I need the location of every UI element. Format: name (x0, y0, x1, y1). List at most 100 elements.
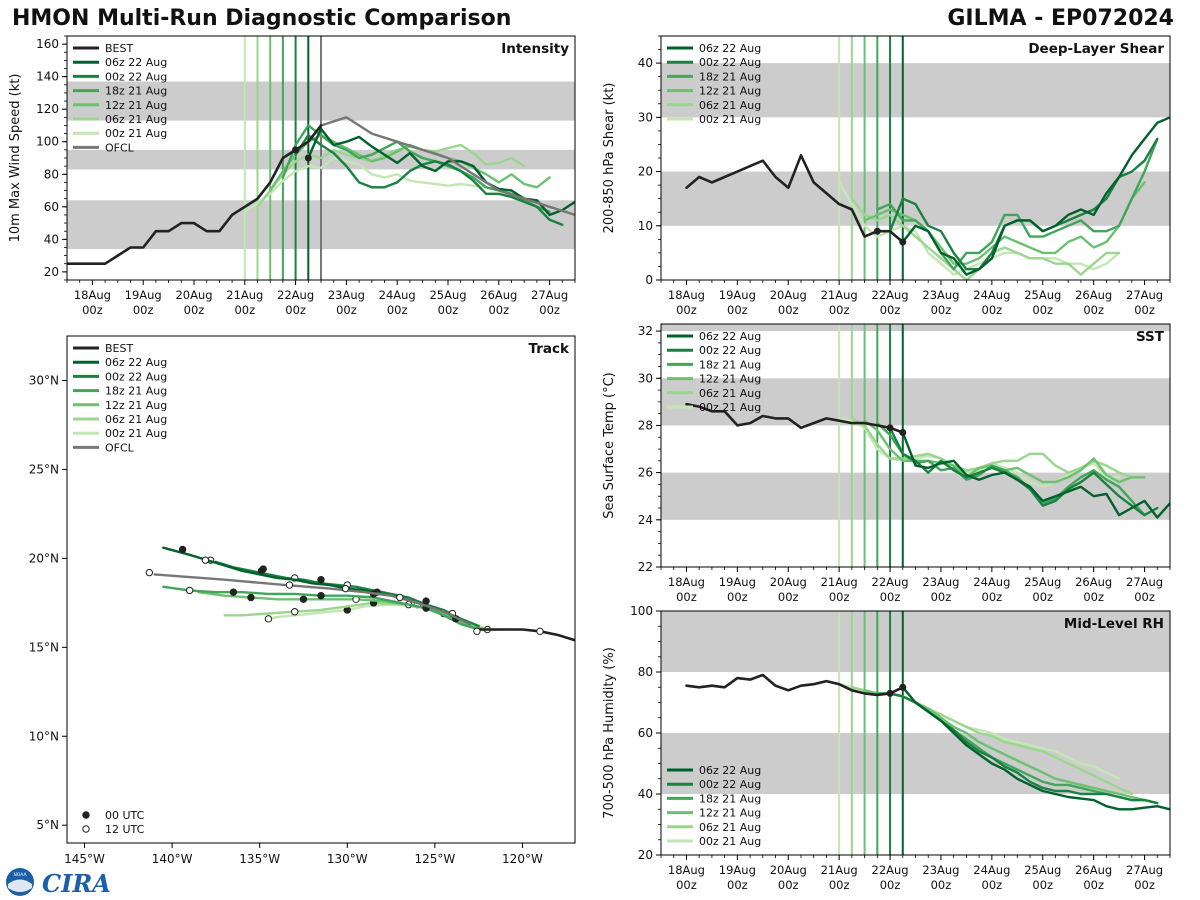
track-xtick-label: 120°W (502, 852, 543, 866)
intensity-ytick-label: 120 (36, 102, 59, 116)
intensity-plot-area (67, 36, 575, 280)
sst-xtick-label: 23Aug (922, 575, 959, 589)
shear-xtick-label: 00z (931, 303, 952, 317)
rh-xtick-label: 26Aug (1075, 863, 1112, 877)
rh-xtick-label: 00z (880, 878, 901, 892)
sst-xtick-label: 00z (1083, 590, 1104, 604)
sst-legend-label: 00z 22 Aug (699, 344, 761, 357)
track-legend-label: 06z 21 Aug (105, 413, 167, 426)
shear-xtick-label: 26Aug (1075, 288, 1112, 302)
rh-xtick-label: 00z (778, 878, 799, 892)
intensity-xtick-label: 00z (539, 303, 560, 317)
rh-legend-label: 12z 21 Aug (699, 807, 761, 820)
intensity-legend-label: OFCL (105, 141, 135, 154)
track-plot-area (145, 545, 575, 642)
rh-xtick-label: 20Aug (770, 863, 807, 877)
track-xtick-label: 130°W (327, 852, 368, 866)
track-chart: 5°N 10°N 15°N 20°N 25°N 30°N 145°W 140°W 135°W 13… (29, 335, 576, 866)
noaa-logo-text: NOAA (13, 872, 27, 878)
intensity-xtick-label: 24Aug (379, 288, 416, 302)
rh-xtick-label: 27Aug (1126, 863, 1163, 877)
sst-ytick-label: 22 (638, 560, 653, 574)
track-axes-frame (66, 335, 576, 844)
intensity-xtick-label: 00z (438, 303, 459, 317)
shear-xtick-label: 18Aug (668, 288, 705, 302)
shear-xtick-label: 00z (727, 303, 748, 317)
intensity-xtick-label: 00z (488, 303, 509, 317)
sst-legend-label: 12z 21 Aug (699, 373, 761, 386)
intensity-xtick-label: 19Aug (125, 288, 162, 302)
sst-plot-area (661, 324, 1170, 567)
track-xtick-label: 140°W (152, 852, 193, 866)
intensity-series-line (256, 143, 526, 209)
intensity-chart: 2040608010012014016018Aug00z19Aug00z20Au… (8, 35, 576, 317)
sst-threshold-band (661, 378, 1170, 426)
track-legend-label: 18z 21 Aug (105, 385, 167, 398)
track-panel-title: Track (529, 341, 570, 357)
track-track-point (201, 556, 210, 564)
intensity-legend-label: 06z 21 Aug (105, 113, 167, 126)
intensity-xtick-label: 18Aug (74, 288, 111, 302)
shear-ytick-label: 40 (638, 56, 653, 70)
track-track-point (422, 597, 430, 605)
intensity-xtick-label: 26Aug (480, 288, 517, 302)
shear-legend-label: 00z 22 Aug (699, 56, 761, 69)
rh-ytick-label: 60 (638, 726, 653, 740)
intensity-ytick-label: 80 (44, 167, 59, 181)
rh-xtick-label: 18Aug (668, 863, 705, 877)
track-track-point (317, 592, 325, 600)
shear-xtick-label: 22Aug (872, 288, 909, 302)
rh-xtick-label: 23Aug (922, 863, 959, 877)
track-xtick-label: 145°W (64, 852, 105, 866)
intensity-legend-label: 00z 22 Aug (105, 70, 167, 83)
track-marker-legend-label: 12 UTC (105, 823, 145, 836)
shear-legend-label: 12z 21 Aug (699, 85, 761, 98)
track-xtick-label: 135°W (239, 852, 280, 866)
shear-xtick-label: 23Aug (922, 288, 959, 302)
intensity-legend-label: 18z 21 Aug (105, 85, 167, 98)
track-ytick-label: 15°N (29, 640, 59, 654)
storm-id: GILMA - EP072024 (947, 6, 1174, 31)
shear-xtick-label: 00z (676, 303, 697, 317)
track-legend-label: 00z 21 Aug (105, 427, 167, 440)
rh-xtick-label: 00z (1032, 878, 1053, 892)
intensity-series-line (67, 124, 323, 266)
intensity-xtick-label: 25Aug (429, 288, 466, 302)
shear-plot-area (661, 36, 1170, 280)
sst-xtick-label: 21Aug (821, 575, 858, 589)
rh-ytick-label: 40 (638, 787, 653, 801)
intensity-legend-label: BEST (105, 42, 133, 55)
rh-xtick-label: 00z (1134, 878, 1155, 892)
shear-xtick-label: 19Aug (719, 288, 756, 302)
rh-legend-label: 00z 21 Aug (699, 835, 761, 848)
track-legend-label: BEST (105, 342, 133, 355)
sst-xtick-label: 22Aug (872, 575, 909, 589)
sst-xtick-label: 00z (829, 590, 850, 604)
noaa-gull-shape (8, 879, 32, 892)
track-xtick-label: 125°W (414, 852, 455, 866)
shear-ytick-label: 0 (645, 273, 653, 287)
track-track-point (285, 581, 294, 589)
intensity-series-line (319, 116, 575, 217)
sst-ylabel: Sea Surface Temp (°C) (602, 372, 617, 519)
rh-xtick-label: 00z (829, 878, 850, 892)
shear-series-line (837, 181, 1121, 276)
sst-xtick-label: 19Aug (719, 575, 756, 589)
sst-ytick-label: 28 (638, 418, 653, 432)
track-legend-label: 00z 22 Aug (105, 370, 167, 383)
intensity-xtick-label: 00z (336, 303, 357, 317)
rh-best-point (886, 689, 894, 697)
track-ytick-label: 5°N (36, 818, 59, 832)
shear-best-point (873, 227, 881, 235)
sst-best-point (899, 429, 907, 437)
sst-xtick-label: 25Aug (1024, 575, 1061, 589)
shear-xtick-label: 00z (982, 303, 1003, 317)
track-track-point (145, 568, 154, 577)
intensity-xtick-label: 00z (234, 303, 255, 317)
track-track-point (259, 565, 267, 573)
cira-logo-text: CIRA (42, 869, 111, 898)
shear-xtick-label: 00z (1032, 303, 1053, 317)
intensity-xtick-label: 00z (184, 303, 205, 317)
intensity-legend-label: 06z 22 Aug (105, 56, 167, 69)
